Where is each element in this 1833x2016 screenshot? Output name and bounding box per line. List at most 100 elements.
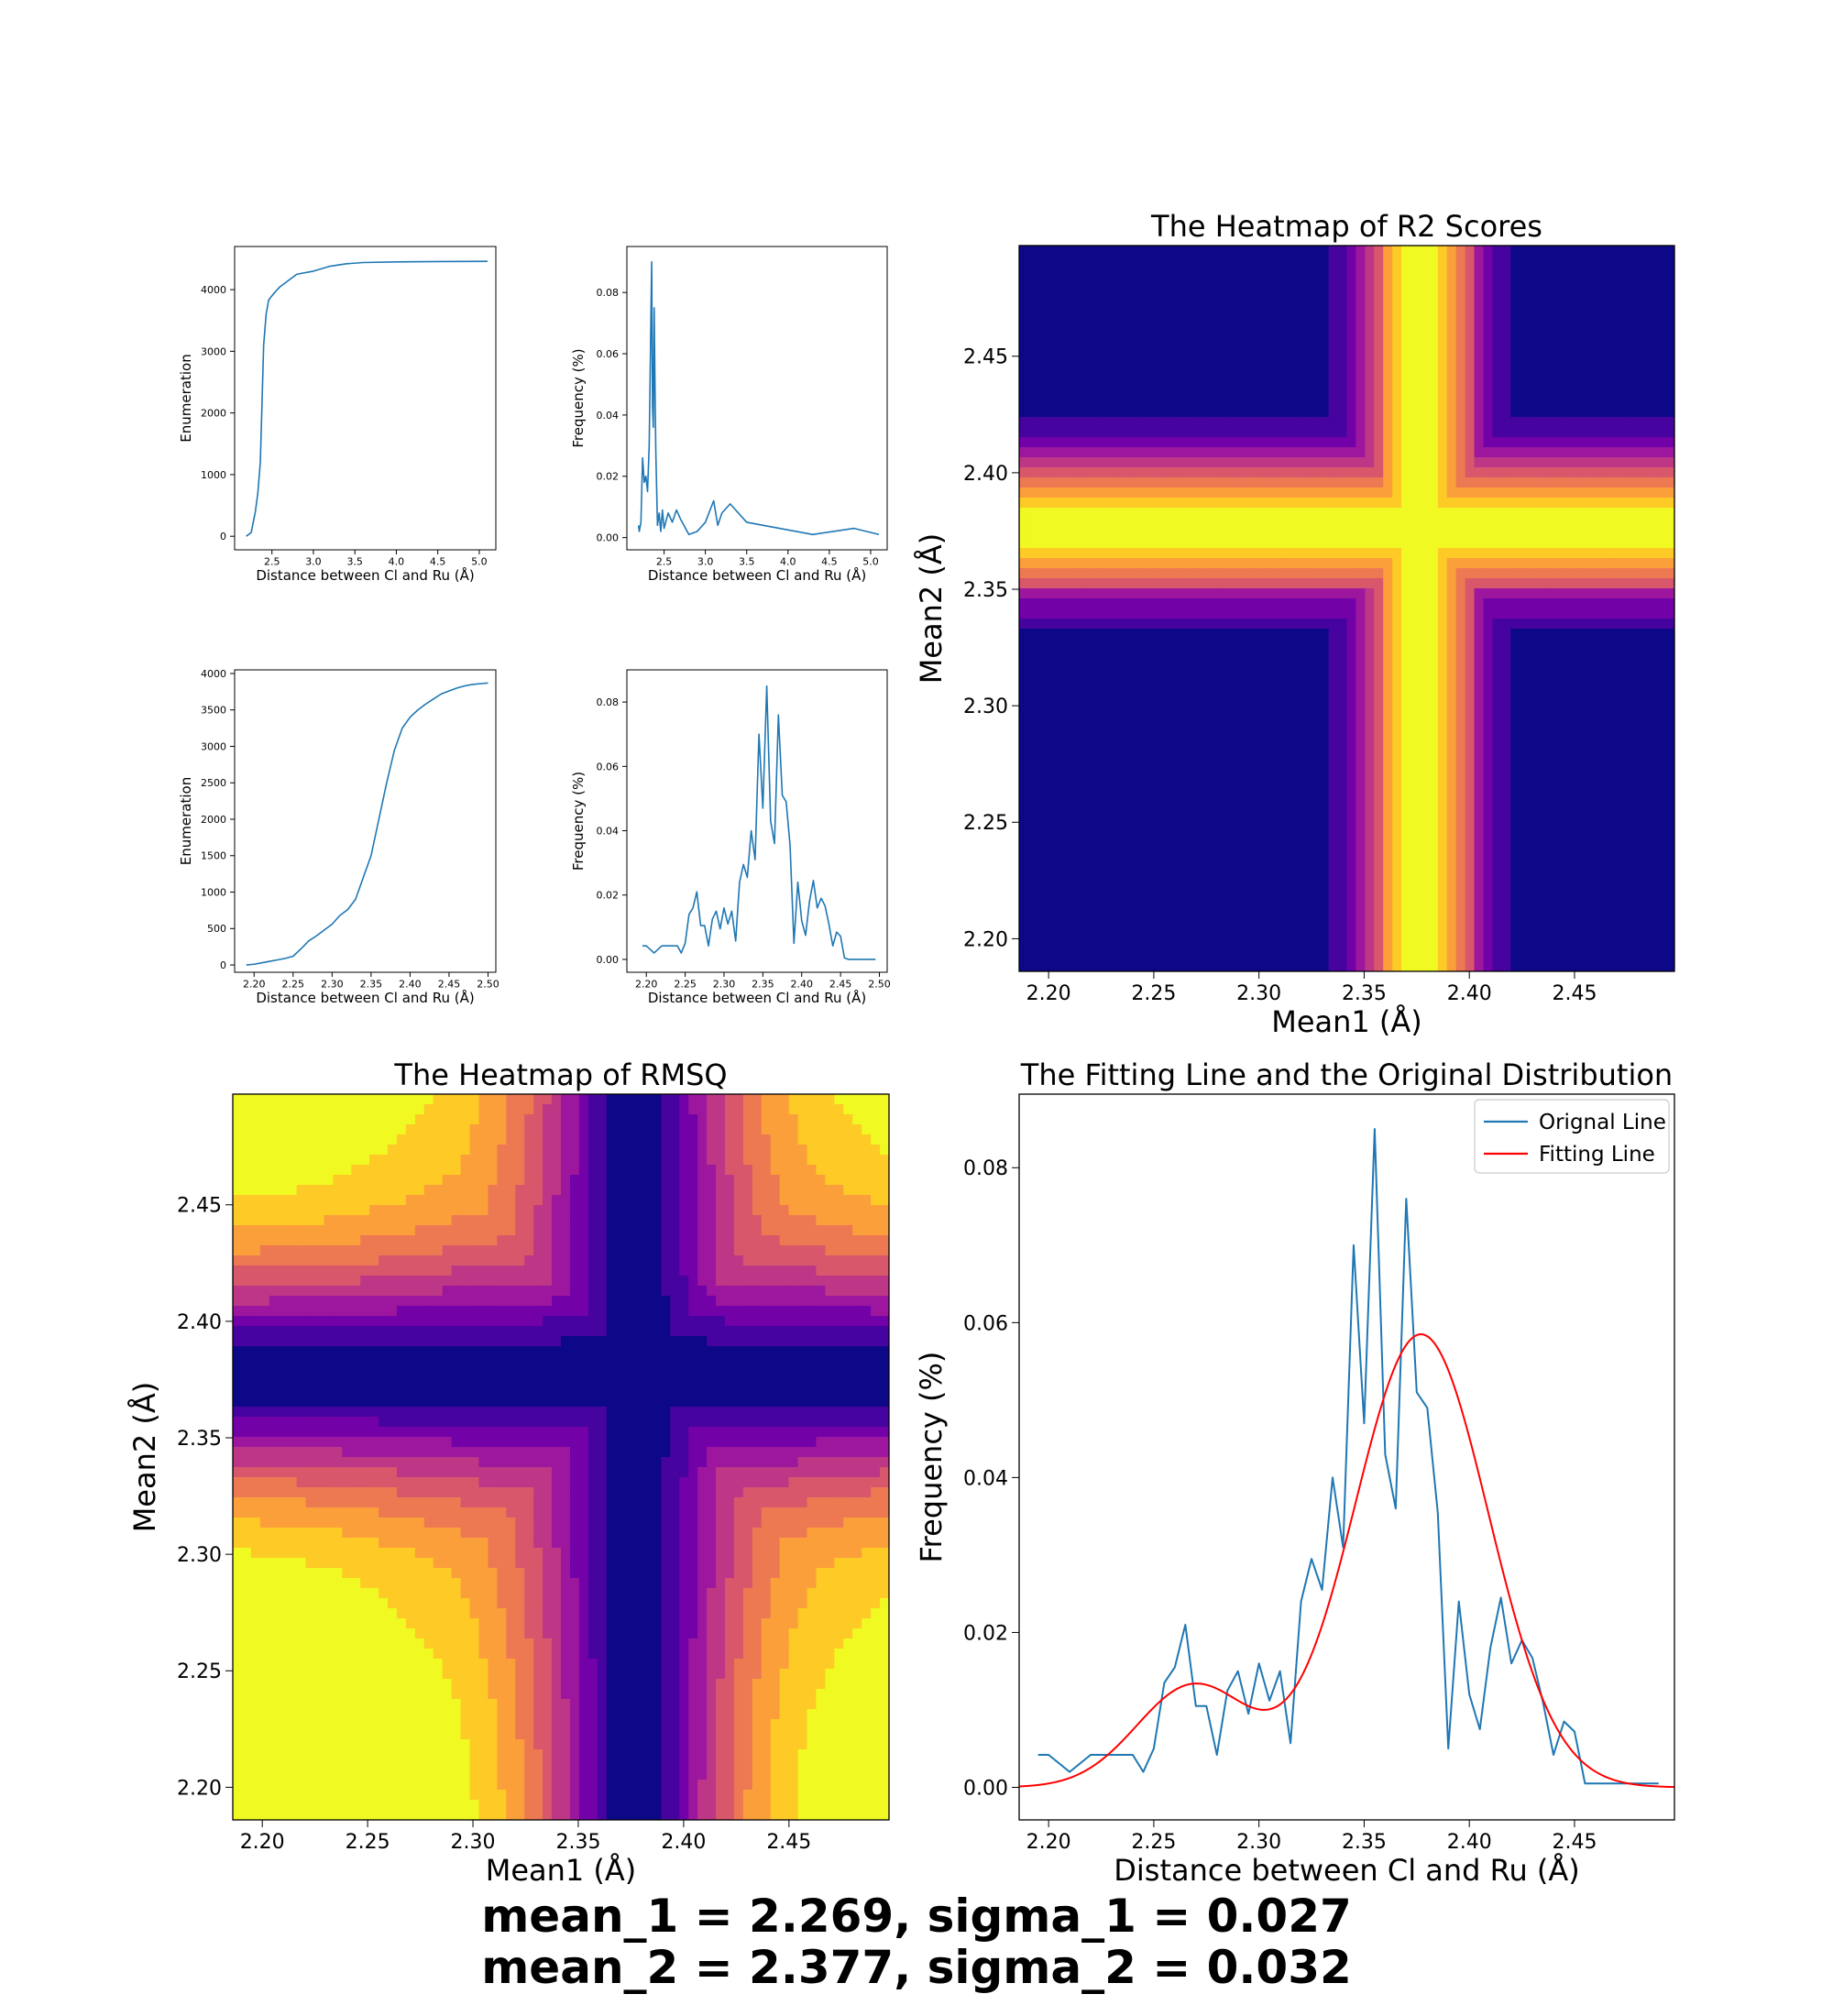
heatmap-cell xyxy=(1046,881,1057,892)
heatmap-cell xyxy=(1182,911,1193,922)
heatmap-cell xyxy=(1592,709,1603,720)
heatmap-cell xyxy=(1392,377,1402,388)
heatmap-cell xyxy=(1046,689,1057,700)
heatmap-cell xyxy=(1064,871,1075,882)
heatmap-cell xyxy=(1510,830,1520,841)
heatmap-cell xyxy=(1428,336,1439,347)
heatmap-cell xyxy=(1265,266,1275,277)
heatmap-cell xyxy=(1101,397,1111,408)
heatmap-cell xyxy=(1392,639,1402,650)
heatmap-cell xyxy=(1510,639,1520,650)
heatmap-cell xyxy=(1164,679,1175,690)
heatmap-cell xyxy=(1101,326,1111,337)
heatmap-cell xyxy=(1455,498,1466,509)
heatmap-cell xyxy=(1564,719,1575,730)
heatmap-cell xyxy=(1555,316,1566,327)
heatmap-cell xyxy=(1446,377,1457,388)
heatmap-cell xyxy=(1374,639,1384,650)
heatmap-cell xyxy=(1346,518,1357,529)
heatmap-cell xyxy=(1119,528,1129,539)
heatmap-cell xyxy=(1337,760,1348,771)
heatmap-cell xyxy=(1601,598,1612,609)
heatmap-cell xyxy=(1027,397,1038,408)
heatmap-cell xyxy=(1256,608,1266,619)
heatmap-cell xyxy=(1027,891,1038,902)
heatmap-cell xyxy=(1073,619,1084,630)
heatmap-cell xyxy=(1210,397,1221,408)
heatmap-cell xyxy=(1147,760,1157,771)
heatmap-cell xyxy=(1392,447,1402,458)
heatmap-cell xyxy=(1574,377,1585,388)
heatmap-cell xyxy=(1328,498,1339,509)
heatmap-cell xyxy=(1437,316,1448,327)
heatmap-cell xyxy=(1301,608,1312,619)
heatmap-cell xyxy=(1155,770,1166,781)
heatmap-cell xyxy=(1155,578,1166,589)
heatmap-cell xyxy=(1337,387,1348,398)
heatmap-cell xyxy=(1610,608,1621,619)
heatmap-cell xyxy=(1137,891,1147,902)
heatmap-cell xyxy=(1492,427,1502,438)
heatmap-cell xyxy=(1619,296,1630,307)
heatmap-cell xyxy=(1101,356,1111,367)
heatmap-cell xyxy=(1064,760,1075,771)
heatmap-cell xyxy=(1546,598,1557,609)
heatmap-cell xyxy=(1147,951,1157,962)
heatmap-cell xyxy=(1583,639,1594,650)
heatmap-cell xyxy=(1465,760,1476,771)
heatmap-cell xyxy=(1520,387,1530,398)
heatmap-cell xyxy=(1328,639,1339,650)
heatmap-cell xyxy=(1191,931,1202,942)
heatmap-cell xyxy=(1555,709,1566,720)
heatmap-cell xyxy=(1555,860,1566,871)
heatmap-cell xyxy=(1346,256,1357,267)
heatmap-cell xyxy=(1465,558,1476,569)
heatmap-cell xyxy=(1310,951,1321,962)
heatmap-cell xyxy=(1483,246,1493,257)
heatmap-cell xyxy=(1610,760,1621,771)
heatmap-cell xyxy=(1256,508,1266,519)
heatmap-cell xyxy=(1564,256,1575,267)
heatmap-cell xyxy=(1328,860,1339,871)
heatmap-cell xyxy=(1037,850,1048,861)
heatmap-cell xyxy=(1019,508,1029,519)
heatmap-cell xyxy=(1337,528,1348,539)
heatmap-cell xyxy=(1446,750,1457,761)
heatmap-cell xyxy=(1492,266,1502,277)
heatmap-cell xyxy=(1191,457,1202,468)
heatmap-cell xyxy=(1474,427,1485,438)
x-tick-label: 4.0 xyxy=(780,556,796,568)
heatmap-cell xyxy=(1046,588,1057,599)
heatmap-cell xyxy=(1191,871,1202,882)
heatmap-cell xyxy=(1374,608,1384,619)
heatmap-cell xyxy=(1201,488,1212,499)
heatmap-cell xyxy=(1328,729,1339,740)
y-tick-label: 2000 xyxy=(201,814,226,826)
heatmap-cell xyxy=(1064,901,1075,912)
heatmap-cell xyxy=(1055,356,1066,367)
heatmap-cell xyxy=(1101,629,1111,640)
heatmap-cell xyxy=(1237,729,1247,740)
heatmap-cell xyxy=(1092,881,1102,892)
heatmap-cell xyxy=(1410,457,1421,468)
heatmap-cell xyxy=(1337,719,1348,730)
heatmap-cell xyxy=(1182,931,1193,942)
heatmap-cell xyxy=(1474,326,1485,337)
heatmap-cell xyxy=(1256,437,1266,448)
heatmap-cell xyxy=(1574,860,1585,871)
heatmap-cell xyxy=(1483,578,1493,589)
heatmap-cell xyxy=(1564,306,1575,317)
heatmap-cell xyxy=(1465,891,1476,902)
heatmap-cell xyxy=(1610,286,1621,297)
heatmap-cell xyxy=(1164,810,1175,821)
heatmap-cell xyxy=(1027,488,1038,499)
heatmap-cell xyxy=(1310,729,1321,740)
heatmap-cell xyxy=(1401,417,1411,428)
heatmap-cell xyxy=(1520,578,1530,589)
heatmap-cell xyxy=(1137,417,1147,428)
heatmap-cell xyxy=(1019,629,1029,640)
heatmap-cell xyxy=(1128,518,1138,529)
heatmap-cell xyxy=(1419,427,1430,438)
heatmap-cell xyxy=(1037,246,1048,257)
heatmap-cell xyxy=(1291,679,1302,690)
